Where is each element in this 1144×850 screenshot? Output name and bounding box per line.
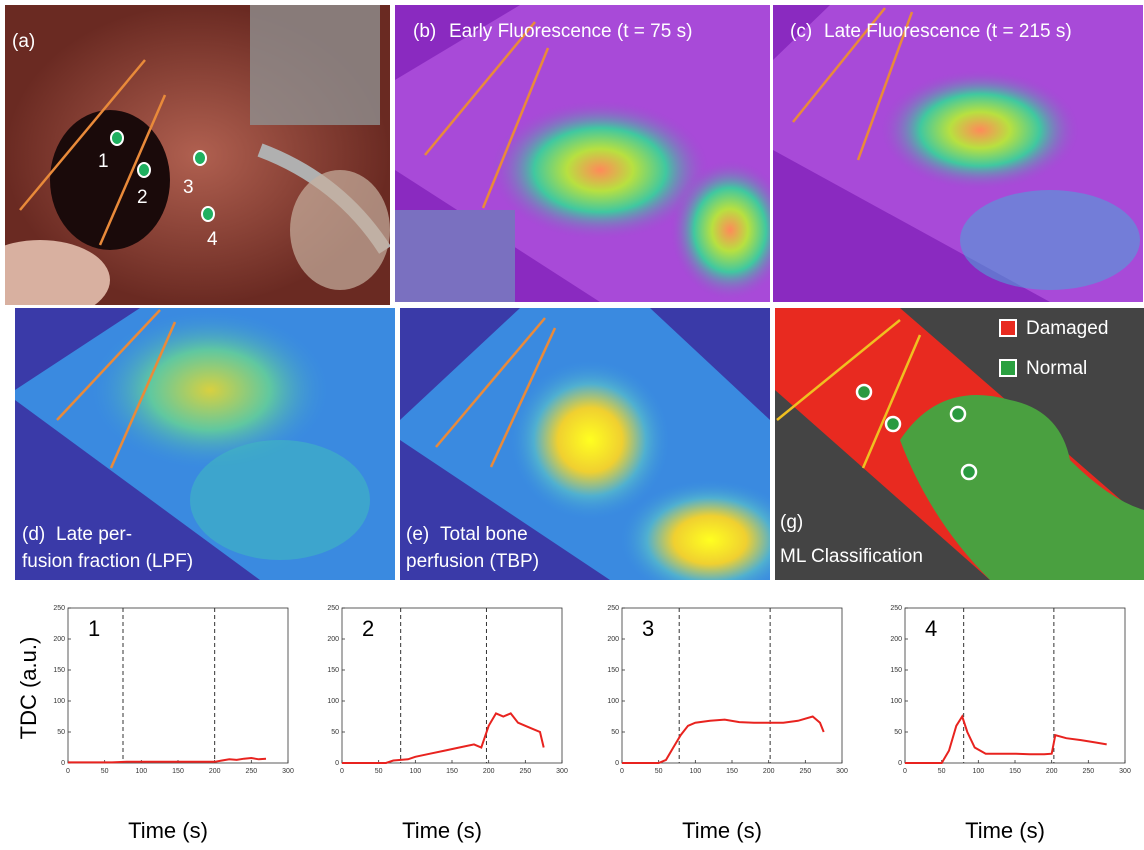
x-axis-label: Time (s) [402,818,482,843]
fluorescence-panel: (c) Late Fluorescence (t = 215 s) [773,5,1143,302]
x-axis-label: Time (s) [128,818,208,843]
panel-title: ML Classification [780,546,923,567]
fluorescence-panel: (b) Early Fluorescence (t = 75 s) [395,5,790,302]
x-tick-label: 250 [799,768,811,775]
x-axis-label: Time (s) [682,818,762,843]
y-tick-label: 150 [327,667,339,674]
x-tick-label: 0 [620,768,624,775]
x-tick-label: 300 [1119,768,1131,775]
panel-title: perfusion (TBP) [406,551,539,572]
x-tick-label: 200 [1046,768,1058,775]
x-tick-label: 150 [172,768,184,775]
panel-label: (a) [12,31,35,52]
panel-label: (g) [780,512,803,533]
plot-frame [68,608,288,763]
x-tick-label: 150 [446,768,458,775]
y-tick-label: 50 [331,729,339,736]
y-tick-label: 50 [57,729,65,736]
chart-title: 4 [925,616,937,641]
y-tick-label: 200 [53,636,65,643]
x-tick-label: 0 [66,768,70,775]
y-tick-label: 100 [327,698,339,705]
y-tick-label: 100 [607,698,619,705]
y-tick-label: 150 [53,667,65,674]
y-axis-label: TDC (a.u.) [16,637,41,740]
x-tick-label: 100 [689,768,701,775]
panel-title: fusion fraction (LPF) [22,551,193,572]
y-tick-label: 0 [898,760,902,767]
x-tick-label: 250 [519,768,531,775]
plot-frame [622,608,842,763]
legend-label: Normal [1026,358,1087,379]
chart-title: 1 [88,616,100,641]
y-tick-label: 0 [615,760,619,767]
x-tick-label: 300 [556,768,568,775]
point-label: 1 [98,151,109,172]
x-tick-label: 50 [101,768,109,775]
y-tick-label: 200 [327,636,339,643]
x-tick-label: 100 [135,768,147,775]
x-tick-label: 150 [1009,768,1021,775]
panel-label: (e) [406,524,429,545]
x-tick-label: 200 [209,768,221,775]
x-tick-label: 250 [1082,768,1094,775]
x-tick-label: 50 [938,768,946,775]
x-tick-label: 50 [655,768,663,775]
panel-title: Early Fluorescence (t = 75 s) [449,21,692,42]
y-tick-label: 250 [890,605,902,612]
x-tick-label: 100 [972,768,984,775]
x-tick-label: 0 [903,768,907,775]
point-label: 2 [137,187,148,208]
x-tick-label: 200 [763,768,775,775]
x-tick-label: 50 [375,768,383,775]
y-tick-label: 100 [53,698,65,705]
panel-title: Total bone [440,524,528,545]
panel-title: Late per- [56,524,132,545]
y-tick-label: 250 [53,605,65,612]
y-tick-label: 0 [61,760,65,767]
y-tick-label: 50 [611,729,619,736]
panel-label: (b) [413,21,436,42]
x-axis-label: Time (s) [965,818,1045,843]
plot-frame [905,608,1125,763]
y-tick-label: 150 [890,667,902,674]
x-tick-label: 300 [282,768,294,775]
x-tick-label: 300 [836,768,848,775]
x-tick-label: 250 [245,768,257,775]
legend-label: Damaged [1026,318,1108,339]
lpf-panel: (d) Late per- fusion fraction (LPF) [15,308,395,580]
figure: 1 2 3 4 (a) (b) Early Fluorescence (t = … [0,0,1144,850]
y-tick-label: 250 [327,605,339,612]
y-tick-label: 50 [894,729,902,736]
x-tick-label: 100 [409,768,421,775]
y-tick-label: 250 [607,605,619,612]
photo-panel: 1 2 3 4 (a) [0,5,390,320]
x-tick-label: 0 [340,768,344,775]
plot-frame [342,608,562,763]
y-tick-label: 150 [607,667,619,674]
panel-label: (c) [790,21,812,42]
y-tick-label: 100 [890,698,902,705]
point-label: 4 [207,229,218,250]
classification-panel: Damaged Normal (g) ML Classification [775,308,1144,580]
y-tick-label: 200 [607,636,619,643]
y-tick-label: 200 [890,636,902,643]
x-tick-label: 200 [483,768,495,775]
chart-title: 3 [642,616,654,641]
chart-title: 2 [362,616,374,641]
y-tick-label: 0 [335,760,339,767]
x-tick-label: 150 [726,768,738,775]
panel-title: Late Fluorescence (t = 215 s) [824,21,1072,42]
tbp-panel: (e) Total bone perfusion (TBP) [400,308,800,600]
point-label: 3 [183,177,194,198]
panel-label: (d) [22,524,45,545]
